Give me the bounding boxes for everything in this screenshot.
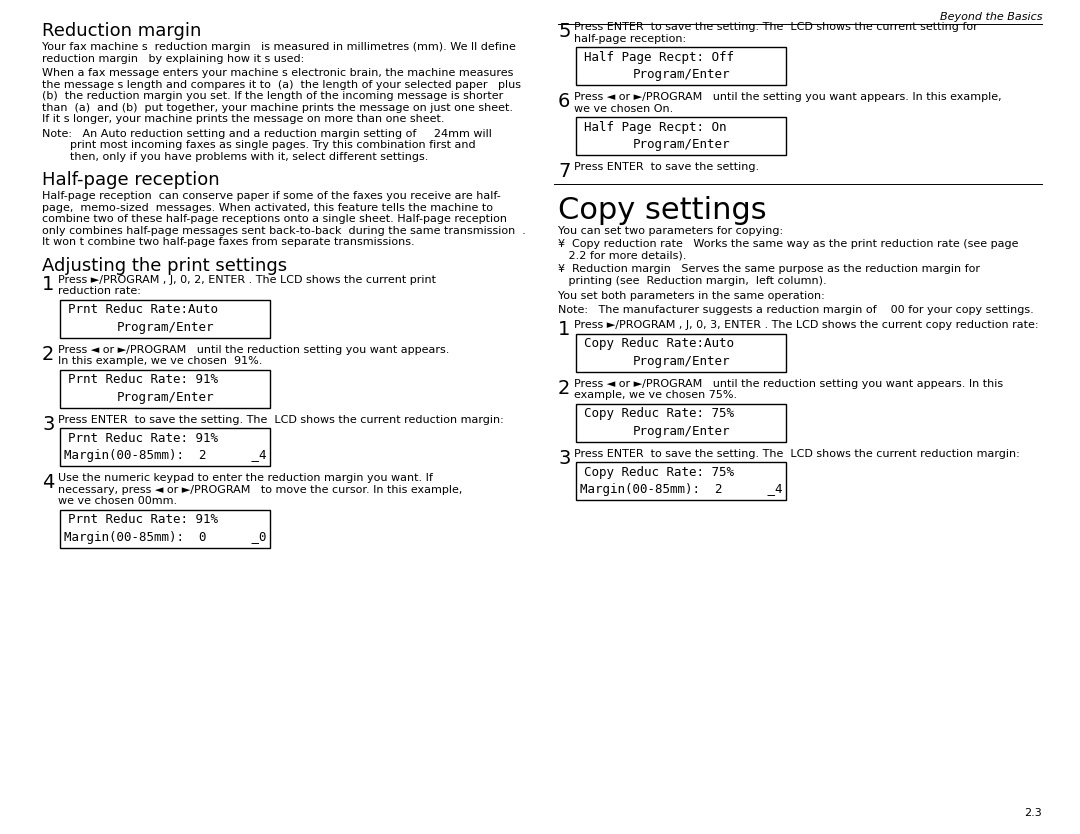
Text: Margin(00-85mm):  2      _4: Margin(00-85mm): 2 _4 xyxy=(64,450,267,462)
Text: Copy Reduc Rate: 75%: Copy Reduc Rate: 75% xyxy=(584,407,734,420)
Text: You can set two parameters for copying:: You can set two parameters for copying: xyxy=(558,225,783,235)
Text: Program/Enter: Program/Enter xyxy=(632,138,730,151)
Bar xyxy=(60,510,270,547)
Text: Margin(00-85mm):  0      _0: Margin(00-85mm): 0 _0 xyxy=(64,530,267,544)
Text: 7: 7 xyxy=(558,162,570,181)
Text: Copy Reduc Rate:Auto: Copy Reduc Rate:Auto xyxy=(584,337,734,350)
Text: Program/Enter: Program/Enter xyxy=(632,68,730,81)
Text: When a fax message enters your machine s electronic brain, the machine measures
: When a fax message enters your machine s… xyxy=(42,68,521,124)
Text: Reduction margin: Reduction margin xyxy=(42,22,201,40)
Text: Prnt Reduc Rate:Auto: Prnt Reduc Rate:Auto xyxy=(68,304,218,316)
Text: 3: 3 xyxy=(42,414,54,434)
Text: Program/Enter: Program/Enter xyxy=(632,425,730,438)
Text: Note:   The manufacturer suggests a reduction margin of    00 for your copy sett: Note: The manufacturer suggests a reduct… xyxy=(558,304,1034,314)
Text: Press ►/PROGRAM , J, 0, 3, ENTER . The LCD shows the current copy reduction rate: Press ►/PROGRAM , J, 0, 3, ENTER . The L… xyxy=(573,320,1039,330)
Text: Program/Enter: Program/Enter xyxy=(117,321,214,334)
Text: 6: 6 xyxy=(558,92,570,111)
Text: Prnt Reduc Rate: 91%: Prnt Reduc Rate: 91% xyxy=(68,513,218,526)
Text: 2.3: 2.3 xyxy=(1024,808,1042,818)
Text: ¥  Copy reduction rate   Works the same way as the print reduction rate (see pag: ¥ Copy reduction rate Works the same way… xyxy=(558,239,1018,260)
Text: Half-page reception: Half-page reception xyxy=(42,171,219,189)
Text: Program/Enter: Program/Enter xyxy=(632,354,730,368)
Bar xyxy=(576,334,786,371)
Text: Prnt Reduc Rate: 91%: Prnt Reduc Rate: 91% xyxy=(68,374,218,386)
Bar xyxy=(60,299,270,338)
Text: Press ENTER  to save the setting.: Press ENTER to save the setting. xyxy=(573,162,759,172)
Text: Your fax machine s  reduction margin   is measured in millimetres (mm). We ll de: Your fax machine s reduction margin is m… xyxy=(42,42,516,63)
Text: Press ◄ or ►/PROGRAM   until the setting you want appears. In this example,
we v: Press ◄ or ►/PROGRAM until the setting y… xyxy=(573,92,1001,113)
Text: Half-page reception  can conserve paper if some of the faxes you receive are hal: Half-page reception can conserve paper i… xyxy=(42,191,526,248)
Bar xyxy=(576,404,786,441)
Text: Beyond the Basics: Beyond the Basics xyxy=(940,12,1042,22)
Text: Half Page Recpt: Off: Half Page Recpt: Off xyxy=(584,51,734,63)
Text: ¥  Reduction margin   Serves the same purpose as the reduction margin for
   pri: ¥ Reduction margin Serves the same purpo… xyxy=(558,264,980,285)
Text: 1: 1 xyxy=(558,320,570,339)
Text: 4: 4 xyxy=(42,473,54,492)
Text: 3: 3 xyxy=(558,449,570,468)
Text: Press ENTER  to save the setting. The  LCD shows the current reduction margin:: Press ENTER to save the setting. The LCD… xyxy=(58,414,503,425)
Text: 5: 5 xyxy=(558,22,570,41)
Bar xyxy=(60,369,270,408)
Text: Copy settings: Copy settings xyxy=(558,195,767,224)
Text: Press ◄ or ►/PROGRAM   until the reduction setting you want appears.
In this exa: Press ◄ or ►/PROGRAM until the reduction… xyxy=(58,344,449,366)
Text: 2: 2 xyxy=(558,379,570,398)
Text: 2: 2 xyxy=(42,344,54,364)
Bar xyxy=(576,462,786,500)
Bar xyxy=(576,117,786,155)
Bar xyxy=(60,428,270,466)
Text: Use the numeric keypad to enter the reduction margin you want. If
necessary, pre: Use the numeric keypad to enter the redu… xyxy=(58,473,462,506)
Text: Half Page Recpt: On: Half Page Recpt: On xyxy=(584,121,727,133)
Text: Press ENTER  to save the setting. The  LCD shows the current setting for
half-pa: Press ENTER to save the setting. The LCD… xyxy=(573,22,977,43)
Text: Press ENTER  to save the setting. The  LCD shows the current reduction margin:: Press ENTER to save the setting. The LCD… xyxy=(573,449,1020,459)
Text: You set both parameters in the same operation:: You set both parameters in the same oper… xyxy=(558,291,825,301)
Text: Note:   An Auto reduction setting and a reduction margin setting of     24mm wil: Note: An Auto reduction setting and a re… xyxy=(42,128,491,162)
Text: Prnt Reduc Rate: 91%: Prnt Reduc Rate: 91% xyxy=(68,432,218,445)
Text: Adjusting the print settings: Adjusting the print settings xyxy=(42,257,287,274)
Text: 1: 1 xyxy=(42,274,54,294)
Text: Press ►/PROGRAM , J, 0, 2, ENTER . The LCD shows the current print
reduction rat: Press ►/PROGRAM , J, 0, 2, ENTER . The L… xyxy=(58,274,436,296)
Text: Copy Reduc Rate: 75%: Copy Reduc Rate: 75% xyxy=(584,465,734,479)
Text: Press ◄ or ►/PROGRAM   until the reduction setting you want appears. In this
exa: Press ◄ or ►/PROGRAM until the reduction… xyxy=(573,379,1003,400)
Bar xyxy=(576,47,786,85)
Text: Margin(00-85mm):  2      _4: Margin(00-85mm): 2 _4 xyxy=(580,483,782,496)
Text: Program/Enter: Program/Enter xyxy=(117,391,214,404)
